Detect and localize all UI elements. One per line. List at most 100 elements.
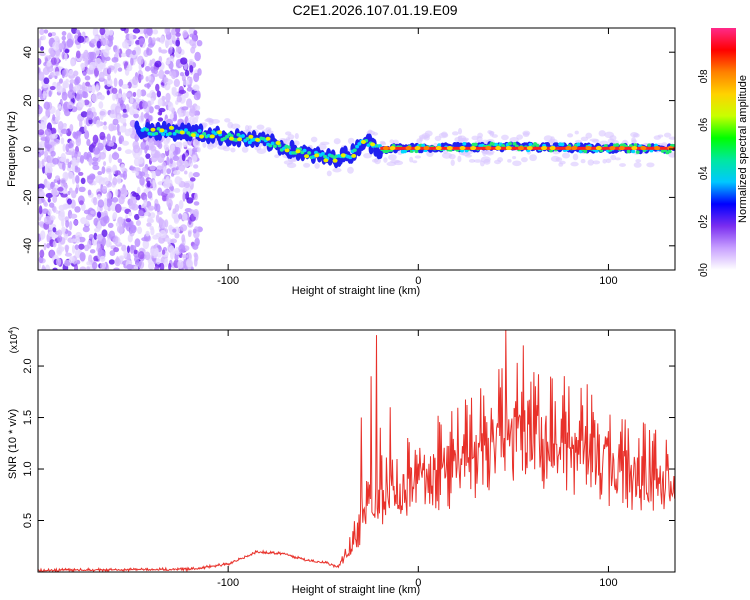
spectrogram-cell (166, 198, 173, 208)
spectrogram-x-tick-label: -100 (217, 275, 239, 287)
spectrogram-cell (113, 267, 120, 270)
spectrogram-cell (604, 131, 615, 139)
spectrogram-cell (138, 156, 144, 165)
spectrogram-cell (126, 264, 134, 270)
spectrogram-cell (87, 51, 95, 61)
spectrogram-cell (138, 260, 145, 269)
spectrogram-cell (108, 230, 116, 240)
spectrogram-cell (73, 219, 79, 226)
spectrogram-cell (284, 148, 290, 153)
spectrogram-cell (96, 40, 101, 49)
spectrogram-cell (117, 146, 122, 152)
spectrogram-cell (164, 144, 170, 152)
spectrogram-cell (371, 158, 379, 163)
spectrogram-cell (192, 243, 199, 250)
spectrogram-cell (156, 142, 161, 148)
colorbar-tick-label: 0.6 (699, 117, 710, 131)
spectrogram-cell (151, 58, 156, 65)
spectrogram-cell (99, 255, 106, 262)
spectrogram-cell (193, 201, 200, 206)
spectrogram-cell (167, 101, 174, 112)
spectrogram-cell (69, 79, 75, 84)
spectrogram-cell (421, 143, 426, 148)
spectrogram-cell (153, 68, 158, 75)
spectrogram-cell (170, 238, 177, 244)
spectrogram-cell (59, 209, 65, 218)
spectrogram-cell (81, 81, 86, 92)
spectrogram-cell (255, 137, 261, 142)
spectrogram-cell (164, 81, 171, 91)
spectrogram-cell (390, 159, 401, 164)
spectrogram-cell (192, 228, 197, 234)
spectrogram-cell (668, 136, 675, 140)
spectrogram-cell (144, 83, 152, 88)
spectrogram-cell (112, 93, 116, 101)
snr-y-label: SNR (10 * v/v) (7, 409, 19, 479)
spectrogram-cell (184, 170, 188, 175)
spectrogram-cell (133, 144, 141, 154)
spectrogram-cell (307, 151, 312, 155)
spectrogram-cell (119, 226, 123, 236)
spectrogram-cell (512, 141, 517, 146)
snr-x-tick-label: 0 (415, 577, 421, 589)
spectrogram-cell (576, 142, 581, 147)
spectrogram-cell (79, 154, 85, 164)
spectrogram-cell (512, 160, 522, 167)
spectrogram-cell (38, 199, 43, 205)
spectrogram-cell (574, 130, 579, 135)
spectrogram-cell (437, 143, 442, 147)
spectrogram-cell (567, 133, 574, 138)
spectrogram-cell (100, 216, 107, 227)
snr-x-tick-label: 100 (599, 577, 617, 589)
spectrogram-cell (194, 51, 201, 62)
spectrogram-cell (130, 56, 134, 66)
spectrogram-cell (167, 131, 172, 136)
spectrogram-cell (181, 234, 186, 243)
spectrogram-cell (58, 78, 63, 84)
spectrogram-cell (65, 158, 70, 163)
spectrogram-cell (61, 226, 66, 233)
spectrogram-cell (128, 33, 134, 42)
spectrogram-cell (154, 265, 160, 270)
spectrogram-cell (81, 90, 87, 99)
spectrogram-cell (154, 131, 159, 136)
spectrogram-cell (412, 160, 418, 164)
spectrogram-cell (48, 90, 52, 98)
spectrogram-cell (360, 139, 366, 144)
spectrogram-cell (181, 254, 188, 259)
spectrogram-cell (138, 210, 144, 217)
spectrogram-cell (192, 84, 200, 92)
spectrogram-cell (161, 132, 166, 137)
spectrogram-cell (183, 128, 188, 132)
spectrogram-cell (96, 234, 104, 241)
spectrogram-cell (62, 162, 66, 171)
spectrogram-cell (152, 29, 159, 35)
spectrogram-cell (144, 65, 151, 72)
spectrogram-cell (113, 77, 118, 87)
spectrogram-cell (61, 218, 65, 228)
spectrogram-cell (156, 203, 161, 213)
spectrogram-cell (38, 105, 43, 115)
spectrogram-cell (179, 224, 188, 232)
spectrogram-y-tick-label: 20 (22, 94, 34, 106)
spectrogram-cell (152, 179, 156, 189)
spectrogram-cell (274, 154, 280, 159)
spectrogram-cell (58, 204, 66, 211)
spectrogram-cell (441, 152, 452, 159)
spectrogram-cell (52, 205, 57, 213)
spectrogram-cell (140, 141, 147, 150)
snr-y-tick-label: 0.5 (22, 513, 34, 528)
spectrogram-cell (217, 145, 228, 150)
spectrogram-cell (111, 87, 118, 94)
spectrogram-cell (99, 28, 106, 36)
spectrogram-cell (347, 166, 354, 174)
spectrogram-cell (402, 149, 407, 154)
spectrogram-cell (147, 191, 153, 199)
spectrogram-cell (180, 57, 188, 65)
spectrogram-cell (143, 28, 147, 35)
spectrogram-cell (170, 34, 177, 41)
spectrogram-cell (190, 46, 196, 54)
spectrogram-cell (170, 70, 177, 80)
spectrogram-cell (48, 231, 55, 237)
spectrogram-cell (140, 111, 144, 122)
